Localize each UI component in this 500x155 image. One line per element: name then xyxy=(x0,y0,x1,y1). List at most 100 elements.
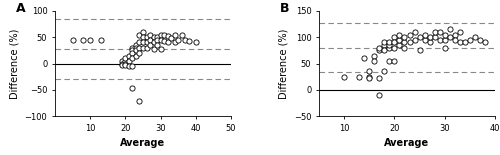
Point xyxy=(440,33,448,36)
Point xyxy=(410,39,418,41)
Point xyxy=(139,46,147,49)
Point xyxy=(430,31,438,33)
Point xyxy=(125,60,133,62)
Point xyxy=(68,39,76,41)
Point xyxy=(370,60,378,62)
Point xyxy=(139,41,147,44)
Point xyxy=(79,39,87,41)
Point xyxy=(132,49,140,52)
Point xyxy=(390,60,398,62)
Point xyxy=(380,44,388,46)
Point xyxy=(86,39,94,41)
Point xyxy=(170,33,178,36)
Point xyxy=(118,64,126,66)
Point xyxy=(153,44,161,46)
Point xyxy=(446,36,454,38)
Point xyxy=(136,41,143,44)
Point xyxy=(136,52,143,54)
Point xyxy=(164,35,172,37)
Point xyxy=(400,46,408,49)
Point xyxy=(386,46,394,49)
Point xyxy=(400,36,408,38)
Point xyxy=(139,36,147,38)
Point xyxy=(436,39,444,41)
Point xyxy=(150,36,158,38)
Point xyxy=(436,31,444,33)
Point xyxy=(170,41,178,44)
Point xyxy=(426,41,434,44)
Point xyxy=(132,46,140,49)
Point xyxy=(476,39,484,41)
Point xyxy=(128,46,136,49)
Point xyxy=(128,49,136,52)
Point xyxy=(146,33,154,36)
Point xyxy=(142,36,150,38)
Point xyxy=(440,39,448,41)
Point xyxy=(456,31,464,33)
Point xyxy=(139,31,147,33)
Point xyxy=(376,49,384,52)
Point xyxy=(167,37,175,40)
Point xyxy=(481,41,489,44)
Point xyxy=(185,40,193,43)
Point xyxy=(390,41,398,44)
Point xyxy=(355,75,363,78)
Point xyxy=(128,87,136,90)
Point xyxy=(142,46,150,49)
Point xyxy=(160,33,168,36)
Point xyxy=(128,52,136,54)
Point xyxy=(136,46,143,49)
Point xyxy=(366,75,374,78)
Point xyxy=(406,33,413,36)
Point xyxy=(440,46,448,49)
Y-axis label: Difference (%): Difference (%) xyxy=(278,28,288,99)
Text: B: B xyxy=(280,2,290,15)
X-axis label: Average: Average xyxy=(384,138,430,148)
Point xyxy=(178,33,186,36)
Point xyxy=(97,39,105,41)
Point xyxy=(446,28,454,31)
Point xyxy=(174,39,182,41)
Point xyxy=(156,39,164,41)
Point xyxy=(153,36,161,38)
Point xyxy=(153,39,161,41)
Point xyxy=(380,70,388,73)
Point xyxy=(122,57,130,60)
Point xyxy=(376,94,384,96)
Point xyxy=(118,62,126,65)
Point xyxy=(122,60,130,62)
Point xyxy=(466,39,474,41)
Point xyxy=(416,49,424,52)
Point xyxy=(376,46,384,49)
Y-axis label: Difference (%): Difference (%) xyxy=(9,28,19,99)
Point xyxy=(456,41,464,44)
Point xyxy=(426,36,434,38)
Point xyxy=(420,39,428,41)
Point xyxy=(390,36,398,38)
Point xyxy=(386,60,394,62)
Point xyxy=(132,44,140,46)
Point xyxy=(142,41,150,44)
Point xyxy=(146,44,154,46)
Point xyxy=(396,39,404,41)
Point xyxy=(122,63,130,66)
Point xyxy=(128,65,136,67)
Point xyxy=(366,70,374,73)
Point xyxy=(451,39,459,41)
Point xyxy=(340,75,348,78)
Point xyxy=(156,33,164,36)
Point xyxy=(461,41,469,44)
Point xyxy=(146,39,154,41)
Point xyxy=(406,41,413,44)
Point xyxy=(451,33,459,36)
Point xyxy=(150,48,158,50)
Point xyxy=(396,33,404,36)
Point xyxy=(125,54,133,57)
Point xyxy=(396,44,404,46)
Point xyxy=(416,36,424,38)
Point xyxy=(118,60,126,62)
Point xyxy=(150,41,158,44)
Point xyxy=(390,46,398,49)
Point xyxy=(400,41,408,44)
Point xyxy=(380,41,388,44)
